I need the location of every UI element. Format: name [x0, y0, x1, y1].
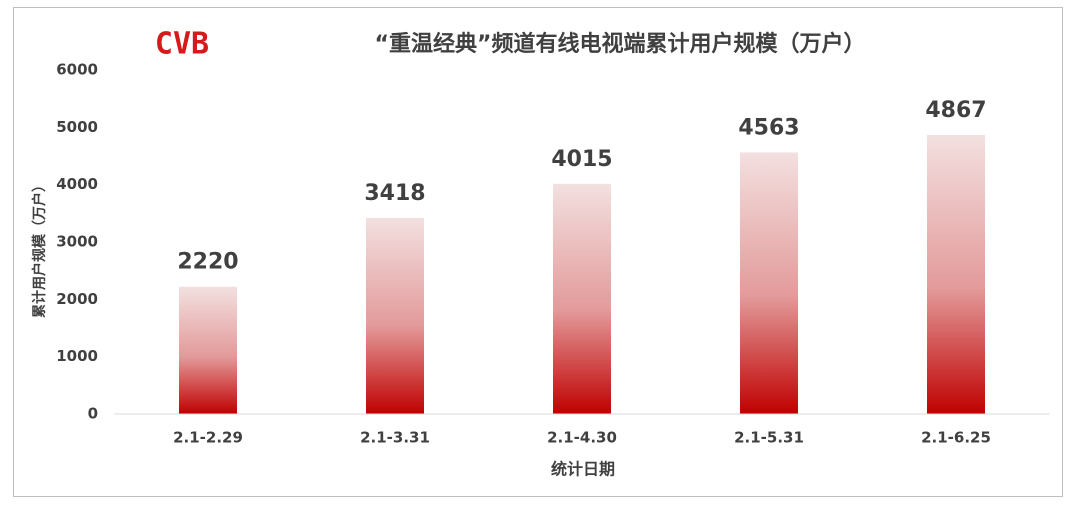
- data-label: 2220: [177, 250, 238, 275]
- x-tick-label: 2.1-5.31: [734, 429, 804, 447]
- bar: [366, 218, 424, 414]
- bar: [179, 286, 237, 414]
- bar: [553, 183, 611, 414]
- logo: CVB: [155, 27, 209, 62]
- x-tick-label: 2.1-2.29: [173, 429, 243, 447]
- frame: [13, 7, 1063, 497]
- bar: [927, 134, 985, 414]
- chart-title: “重温经典”频道有线电视端累计用户规模（万户）: [375, 31, 866, 57]
- x-tick-label: 2.1-6.25: [921, 429, 991, 447]
- y-tick-label: 5000: [56, 118, 98, 136]
- data-label: 4015: [551, 147, 612, 172]
- x-axis-label: 统计日期: [551, 460, 615, 479]
- y-tick-label: 2000: [56, 290, 98, 308]
- data-label: 3418: [364, 181, 425, 206]
- y-axis-label: 累计用户规模（万户）: [31, 178, 48, 318]
- x-tick-label: 2.1-4.30: [547, 429, 617, 447]
- x-tick-label: 2.1-3.31: [360, 429, 430, 447]
- y-tick-label: 6000: [56, 61, 98, 79]
- y-tick-label: 1000: [56, 347, 98, 365]
- data-label: 4867: [925, 98, 986, 123]
- y-tick-label: 3000: [56, 233, 98, 251]
- y-tick-label: 4000: [56, 175, 98, 193]
- bar: [740, 152, 798, 414]
- data-label: 4563: [738, 115, 799, 140]
- y-tick-label: 0: [88, 405, 98, 423]
